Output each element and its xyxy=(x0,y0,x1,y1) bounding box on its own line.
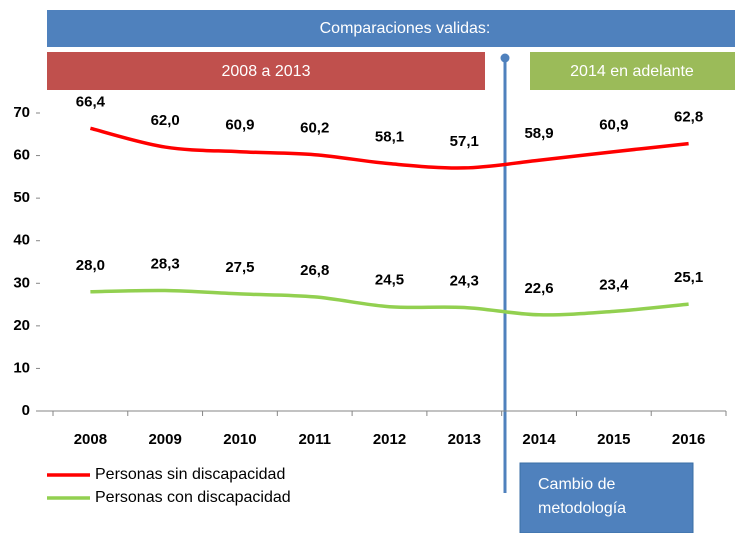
y-tick-label: 40 xyxy=(13,232,30,249)
data-label: 23,4 xyxy=(599,276,629,293)
data-label: 28,0 xyxy=(76,257,105,274)
x-tick-label: 2008 xyxy=(74,431,107,448)
legend-label: Personas sin discapacidad xyxy=(95,466,285,483)
y-tick-label: 20 xyxy=(13,317,30,334)
annotation: 2014 en adelante xyxy=(570,63,694,80)
x-tick-label: 2009 xyxy=(148,431,181,448)
x-tick-label: 2014 xyxy=(522,431,556,448)
x-tick-label: 2012 xyxy=(373,431,406,448)
period-box xyxy=(530,52,735,90)
data-label: 60,9 xyxy=(599,117,628,134)
x-tick-label: 2010 xyxy=(223,431,256,448)
x-tick-label: 2013 xyxy=(448,431,481,448)
y-tick-label: 30 xyxy=(13,274,30,291)
x-tick-label: 2016 xyxy=(672,431,705,448)
x-tick-label: 2015 xyxy=(597,431,630,448)
annotation: Comparaciones validas: xyxy=(320,20,491,37)
period-box xyxy=(47,52,485,90)
y-tick-label: 0 xyxy=(22,402,30,419)
note-box xyxy=(519,462,694,533)
data-label: 58,1 xyxy=(375,129,404,146)
x-tick-label: 2011 xyxy=(298,431,331,448)
data-label: 24,3 xyxy=(450,273,479,290)
data-label: 62,8 xyxy=(674,109,703,126)
separator-dot xyxy=(500,53,510,63)
legend-label: Personas con discapacidad xyxy=(95,489,291,506)
annotation: 2008 a 2013 xyxy=(222,63,311,80)
y-tick-label: 10 xyxy=(13,359,30,376)
y-tick-label: 70 xyxy=(13,104,30,121)
series-line xyxy=(90,288,689,317)
y-tick-label: 50 xyxy=(13,189,30,206)
data-label: 24,5 xyxy=(375,272,404,289)
data-label: 28,3 xyxy=(151,255,180,272)
data-label: 60,2 xyxy=(300,120,329,137)
data-label: 62,0 xyxy=(151,112,180,129)
data-label: 57,1 xyxy=(450,133,479,150)
data-label: 58,9 xyxy=(524,125,553,142)
series-line xyxy=(89,126,689,170)
banner xyxy=(47,10,735,47)
data-label: 60,9 xyxy=(225,117,254,134)
annotation: Cambio de metodología xyxy=(538,476,626,517)
y-tick-label: 60 xyxy=(13,147,30,164)
data-label: 66,4 xyxy=(76,93,106,110)
data-label: 22,6 xyxy=(524,280,553,297)
data-label: 26,8 xyxy=(300,262,329,279)
data-label: 27,5 xyxy=(225,259,254,276)
data-label: 25,1 xyxy=(674,269,703,286)
